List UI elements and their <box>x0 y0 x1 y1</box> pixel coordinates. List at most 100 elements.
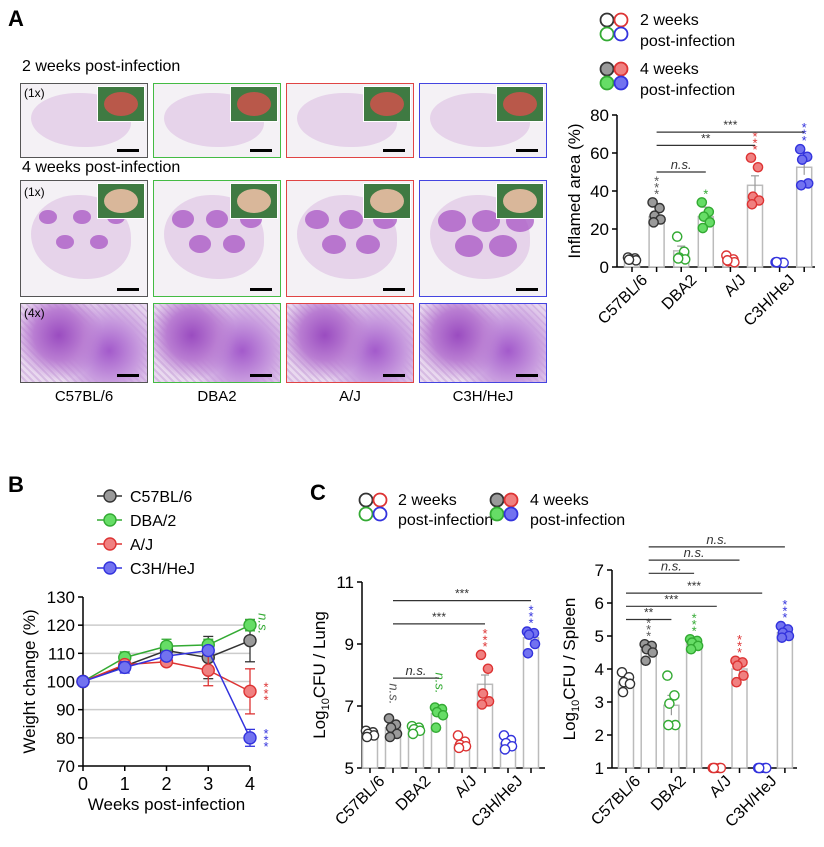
data-point <box>499 744 511 755</box>
significance-star: * <box>752 135 757 150</box>
significance-label: n.s. <box>706 532 727 547</box>
significance-star: * <box>802 133 807 148</box>
histology-image <box>20 303 148 383</box>
significance-stars: * <box>703 186 708 201</box>
legend-c-2w-line2: post-infection <box>398 512 493 529</box>
data-point <box>623 254 635 266</box>
legend-circle-icon <box>489 492 505 508</box>
significance-label: *** <box>664 592 678 606</box>
data-point <box>647 197 658 208</box>
y-tick-label: 6 <box>595 594 604 613</box>
significance-star: * <box>482 632 487 647</box>
significance-label: *** <box>432 610 446 624</box>
row-title-2-weeks: 2 weeks post-infection <box>22 58 181 75</box>
x-tick-label: 4 <box>245 774 255 794</box>
significance-label: *** <box>723 118 737 132</box>
histology-image <box>153 180 281 297</box>
legend-circle-icon <box>613 26 629 42</box>
data-point <box>671 231 683 242</box>
legend-c-filled-circles-icon <box>489 492 519 522</box>
y-axis-label-rest: CFU / Spleen <box>560 598 579 700</box>
legend-a-2w-line2: post-infection <box>640 33 735 50</box>
significance-label: ** <box>644 606 654 620</box>
histology-image <box>419 83 547 158</box>
category-label: A/J <box>707 773 735 801</box>
scale-bar <box>117 288 139 291</box>
significance-star: * <box>646 615 651 630</box>
y-tick-label: 90 <box>56 701 75 720</box>
panel-label-b: B <box>8 472 24 497</box>
legend-marker-icon <box>103 513 117 527</box>
significance-label: *** <box>455 587 469 601</box>
data-point <box>753 762 765 774</box>
y-axis-label-subscript: 10 <box>320 698 332 710</box>
legend-label: C57BL/6 <box>130 489 192 506</box>
row-title-4-weeks: 4 weeks post-infection <box>22 159 181 176</box>
legend-a-filled-circles-icon <box>599 61 629 91</box>
significance-label: n.s. <box>387 683 402 704</box>
gross-lung-photo <box>230 86 278 122</box>
significance-star: * <box>263 726 268 741</box>
data-point <box>201 663 215 677</box>
gross-lung-photo <box>230 183 278 219</box>
data-point <box>437 710 449 721</box>
significance-star: * <box>782 610 787 625</box>
significance-star: * <box>263 679 268 694</box>
histology-image <box>20 180 148 297</box>
legend-circle-icon <box>613 75 629 91</box>
significance-star: * <box>782 597 787 612</box>
bar <box>430 713 448 769</box>
significance-star: * <box>737 638 742 653</box>
significance-stars: *** <box>782 597 787 625</box>
y-tick-label: 0 <box>600 258 609 277</box>
legend-label: A/J <box>130 537 153 554</box>
scale-bar <box>250 374 272 377</box>
significance-star: * <box>737 645 742 660</box>
significance-label: n.s. <box>684 545 705 560</box>
data-point <box>407 728 419 740</box>
magnification-1x-label-row2: (1x) <box>24 185 45 199</box>
panel-label-c: C <box>310 480 326 505</box>
histology-image <box>286 180 414 297</box>
legend-a-4w-line2: post-infection <box>640 82 735 99</box>
gross-lung-photo <box>496 183 544 219</box>
data-point <box>662 670 673 681</box>
significance-stars: *** <box>752 129 757 157</box>
scale-bar <box>117 374 139 377</box>
x-axis-label: Weeks post-infection <box>88 795 245 814</box>
significance-star: * <box>692 623 697 638</box>
data-point <box>453 742 465 754</box>
legend-circle-icon <box>599 12 615 28</box>
x-tick-label: 0 <box>78 774 88 794</box>
bar <box>776 631 794 769</box>
data-point <box>529 638 541 650</box>
data-point <box>624 678 636 690</box>
y-tick-label: 1 <box>595 759 604 778</box>
data-point <box>795 179 807 191</box>
significance-star: * <box>482 639 487 654</box>
category-label: DBA2 <box>648 773 690 815</box>
legend-a: 2 weeks post-infection 4 weeks post-infe… <box>599 12 735 99</box>
data-point <box>640 655 652 667</box>
y-tick-label: 80 <box>590 106 609 125</box>
histology-image <box>419 180 547 297</box>
y-tick-label: 130 <box>47 588 75 607</box>
data-point <box>752 161 764 173</box>
significance-stars: *** <box>654 173 659 201</box>
scale-bar <box>383 288 405 291</box>
legend-circle-icon <box>372 492 388 508</box>
significance-star: * <box>646 622 651 637</box>
data-point <box>663 719 674 731</box>
category-label: DBA2 <box>659 272 701 314</box>
data-point <box>685 643 697 655</box>
significance-label: ** <box>701 131 711 145</box>
y-axis-label-rest: CFU / Lung <box>310 611 329 698</box>
significance-stars: *** <box>802 120 807 148</box>
data-point <box>669 690 680 701</box>
scale-bar <box>117 149 139 152</box>
legend-a-4w-line1: 4 weeks <box>640 61 699 78</box>
y-tick-label: 40 <box>590 182 609 201</box>
y-tick-label: 5 <box>345 759 354 778</box>
significance-star: * <box>263 692 268 707</box>
data-point <box>76 674 90 689</box>
